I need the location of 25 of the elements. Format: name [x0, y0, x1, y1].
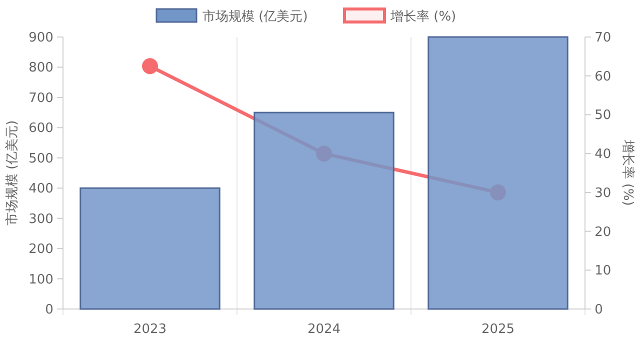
x-tick-label: 2025 [481, 322, 515, 337]
legend-label: 市场规模 (亿美元) [202, 8, 308, 24]
legend-label: 增长率 (%) [390, 8, 456, 24]
y-tick-label: 500 [28, 151, 54, 166]
x-tick-label: 2023 [133, 322, 167, 337]
y-tick-label: 100 [28, 272, 54, 288]
y-tick-label: 200 [28, 242, 54, 258]
y-tick-label: 0 [45, 302, 54, 318]
y-tick-label: 300 [28, 212, 54, 227]
y-tick-label: 600 [28, 121, 54, 136]
y-tick-label: 700 [28, 90, 54, 106]
y2-tick-label: 50 [594, 108, 612, 124]
y2-tick-label: 40 [594, 147, 612, 162]
x-tick-label: 2024 [307, 322, 341, 337]
y2-tick-label: 10 [594, 264, 612, 279]
y2-tick-label: 70 [594, 30, 612, 46]
y-tick-label: 900 [28, 30, 54, 46]
y-tick-label: 800 [28, 60, 54, 76]
y-axis-title: 市场规模 (亿美元) [4, 120, 20, 226]
y2-tick-label: 60 [594, 69, 612, 84]
y2-axis-title: 增长率 (%) [620, 139, 636, 206]
y2-tick-label: 30 [594, 186, 612, 201]
y2-tick-label: 20 [594, 224, 612, 240]
y-tick-label: 400 [28, 182, 54, 197]
y2-tick-label: 0 [594, 302, 603, 318]
